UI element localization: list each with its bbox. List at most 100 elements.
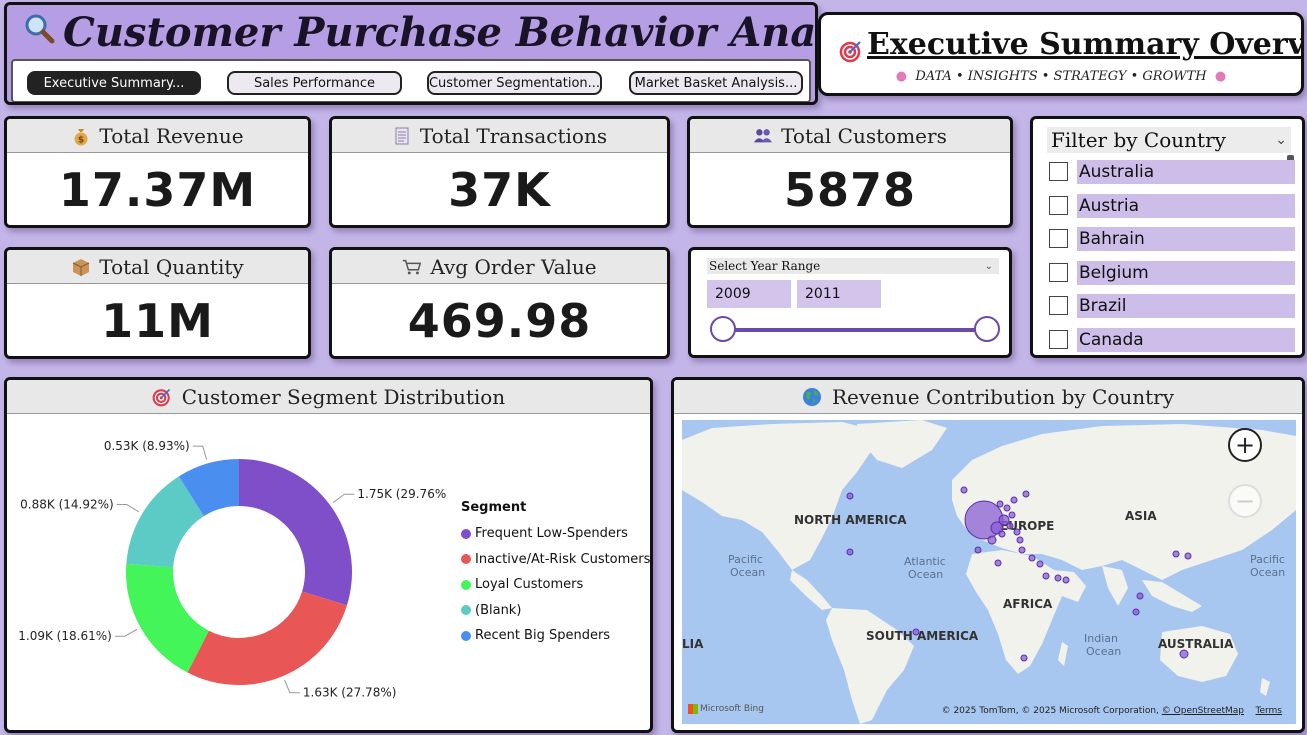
country-item[interactable]: Bahrain [1047, 227, 1299, 251]
bubble-country[interactable] [1006, 522, 1014, 530]
bubble-country[interactable] [987, 535, 997, 545]
bubble-brazil[interactable] [912, 628, 920, 636]
country-item[interactable]: Belgium [1047, 261, 1299, 285]
country-item[interactable]: Brazil [1047, 294, 1299, 318]
country-checkbox[interactable] [1049, 296, 1068, 315]
kpi-total-quantity-label: Total Quantity [99, 254, 244, 279]
bubble-country[interactable] [1136, 592, 1144, 600]
country-checkbox[interactable] [1049, 162, 1068, 181]
label-south-america: SOUTH AMERICA [866, 629, 979, 643]
kpi-total-transactions-label: Total Transactions [419, 123, 608, 148]
donut-slice-loyal-customers[interactable] [126, 563, 209, 673]
label-lia: LIA [682, 637, 704, 651]
country-item[interactable]: Australia [1047, 160, 1299, 184]
country-item[interactable]: Canada [1047, 328, 1299, 352]
bubble-country[interactable] [998, 530, 1006, 538]
title-panel: Customer Purchase Behavior Analysis Exec… [4, 2, 818, 105]
bubble-country[interactable] [1036, 560, 1044, 568]
year-slider-start-handle[interactable] [710, 316, 736, 342]
bubble-canada[interactable] [846, 492, 854, 500]
donut-data-label: 1.09K (18.61%) [18, 629, 112, 643]
year-range-slicer: Select Year Range ⌄ 2009 2011 [688, 247, 1012, 358]
donut-slice-frequent-low-spenders[interactable] [239, 459, 352, 606]
bubble-country[interactable] [990, 521, 1004, 535]
legend-label: Loyal Customers [475, 577, 584, 593]
legend-title: Segment [461, 500, 527, 515]
bubble-australia[interactable] [1179, 649, 1189, 659]
zoom-out-button[interactable]: − [1228, 484, 1262, 518]
country-checkbox[interactable] [1049, 330, 1068, 349]
bubble-country[interactable] [1054, 574, 1062, 582]
donut-slice-blank[interactable] [126, 476, 204, 568]
donut-slice-inactive-at-risk-customers[interactable] [187, 591, 347, 685]
shopping-cart-icon [403, 259, 422, 274]
donut-slice-recent-big-spenders[interactable] [178, 459, 239, 517]
bubble-country[interactable] [1062, 576, 1070, 584]
bubble-country[interactable] [960, 486, 968, 494]
country-checkbox[interactable] [1049, 196, 1068, 215]
kpi-total-customers-label: Total Customers [781, 123, 947, 148]
tab-customer-segmentation[interactable]: Customer Segmentation... [427, 71, 602, 95]
legend-item[interactable]: Recent Big Spenders [461, 623, 650, 649]
donut-leader-line [192, 445, 208, 460]
legend-item[interactable]: (Blank) [461, 598, 650, 624]
bubble-country[interactable] [1184, 552, 1192, 560]
label-europe: EUROPE [1000, 519, 1054, 533]
donut-leader-line [283, 679, 300, 694]
legend-dot-icon [461, 579, 471, 590]
label-pacific-ocean-right: Pacific [1250, 553, 1285, 566]
bubble-country[interactable] [996, 500, 1004, 508]
label-pacific-ocean-left-2: Ocean [730, 566, 765, 579]
year-range-dropdown[interactable]: Select Year Range ⌄ [707, 258, 999, 274]
year-end-input[interactable]: 2011 [797, 280, 881, 308]
tab-sales-performance[interactable]: Sales Performance [227, 71, 402, 95]
bubble-country[interactable] [1013, 528, 1021, 536]
madagascar-land [1058, 642, 1068, 666]
target-icon [152, 388, 170, 406]
bubble-country[interactable] [1008, 511, 1016, 519]
year-start-input[interactable]: 2009 [707, 280, 791, 308]
country-item-label: Bahrain [1077, 227, 1295, 251]
bubble-country[interactable] [1028, 554, 1036, 562]
map-terms-link[interactable]: Terms [1255, 706, 1282, 716]
year-slider-track[interactable] [723, 328, 987, 332]
southeast-asia-land [1142, 580, 1202, 612]
country-checkbox[interactable] [1049, 263, 1068, 282]
bubble-country[interactable] [1018, 546, 1026, 554]
country-item-label: Canada [1077, 328, 1295, 352]
country-filter-dropdown[interactable]: Filter by Country ⌄ [1047, 127, 1291, 153]
legend-dot-icon [461, 605, 471, 616]
bubble-country[interactable] [1003, 504, 1011, 512]
segment-chart-title: Customer Segment Distribution [181, 384, 506, 409]
donut-data-label: 0.53K (8.93%) [104, 439, 190, 453]
bubble-country[interactable] [1132, 608, 1140, 616]
legend-label: Frequent Low-Spenders [475, 526, 628, 542]
legend-item[interactable]: Inactive/At-Risk Customers [461, 547, 650, 573]
tab-market-basket-analysis[interactable]: Market Basket Analysis... [629, 71, 803, 95]
legend-item[interactable]: Loyal Customers [461, 572, 650, 598]
legend-dot-icon [461, 528, 471, 539]
bubble-country[interactable] [994, 559, 1002, 567]
tab-executive-summary[interactable]: Executive Summary... [27, 71, 201, 95]
label-indian-ocean-2: Ocean [1086, 645, 1121, 658]
bubble-country[interactable] [974, 546, 982, 554]
bubble-country[interactable] [1016, 536, 1024, 544]
country-checkbox[interactable] [1049, 229, 1068, 248]
bubble-country[interactable] [998, 514, 1010, 526]
country-item[interactable]: Austria [1047, 194, 1299, 218]
donut-leader-line [116, 504, 139, 513]
money-bag-icon: $ [74, 128, 88, 145]
map-attribution-link[interactable]: © OpenStreetMap [1161, 706, 1245, 716]
zoom-in-button[interactable]: + [1228, 428, 1262, 462]
bubble-country[interactable] [1022, 490, 1030, 498]
bubble-usa[interactable] [846, 548, 854, 556]
legend-item[interactable]: Frequent Low-Spenders [461, 521, 650, 547]
bubble-country[interactable] [1042, 572, 1050, 580]
bubble-country[interactable] [1172, 550, 1180, 558]
bubble-country[interactable] [1020, 654, 1028, 662]
bubble-country[interactable] [1010, 496, 1018, 504]
world-map[interactable]: NORTH AMERICA EUROPE ASIA AFRICA SOUTH A… [682, 420, 1296, 724]
year-slider-end-handle[interactable] [974, 316, 1000, 342]
legend-label: (Blank) [475, 602, 522, 618]
navigation-tabs: Executive Summary... Sales Performance C… [11, 59, 811, 102]
